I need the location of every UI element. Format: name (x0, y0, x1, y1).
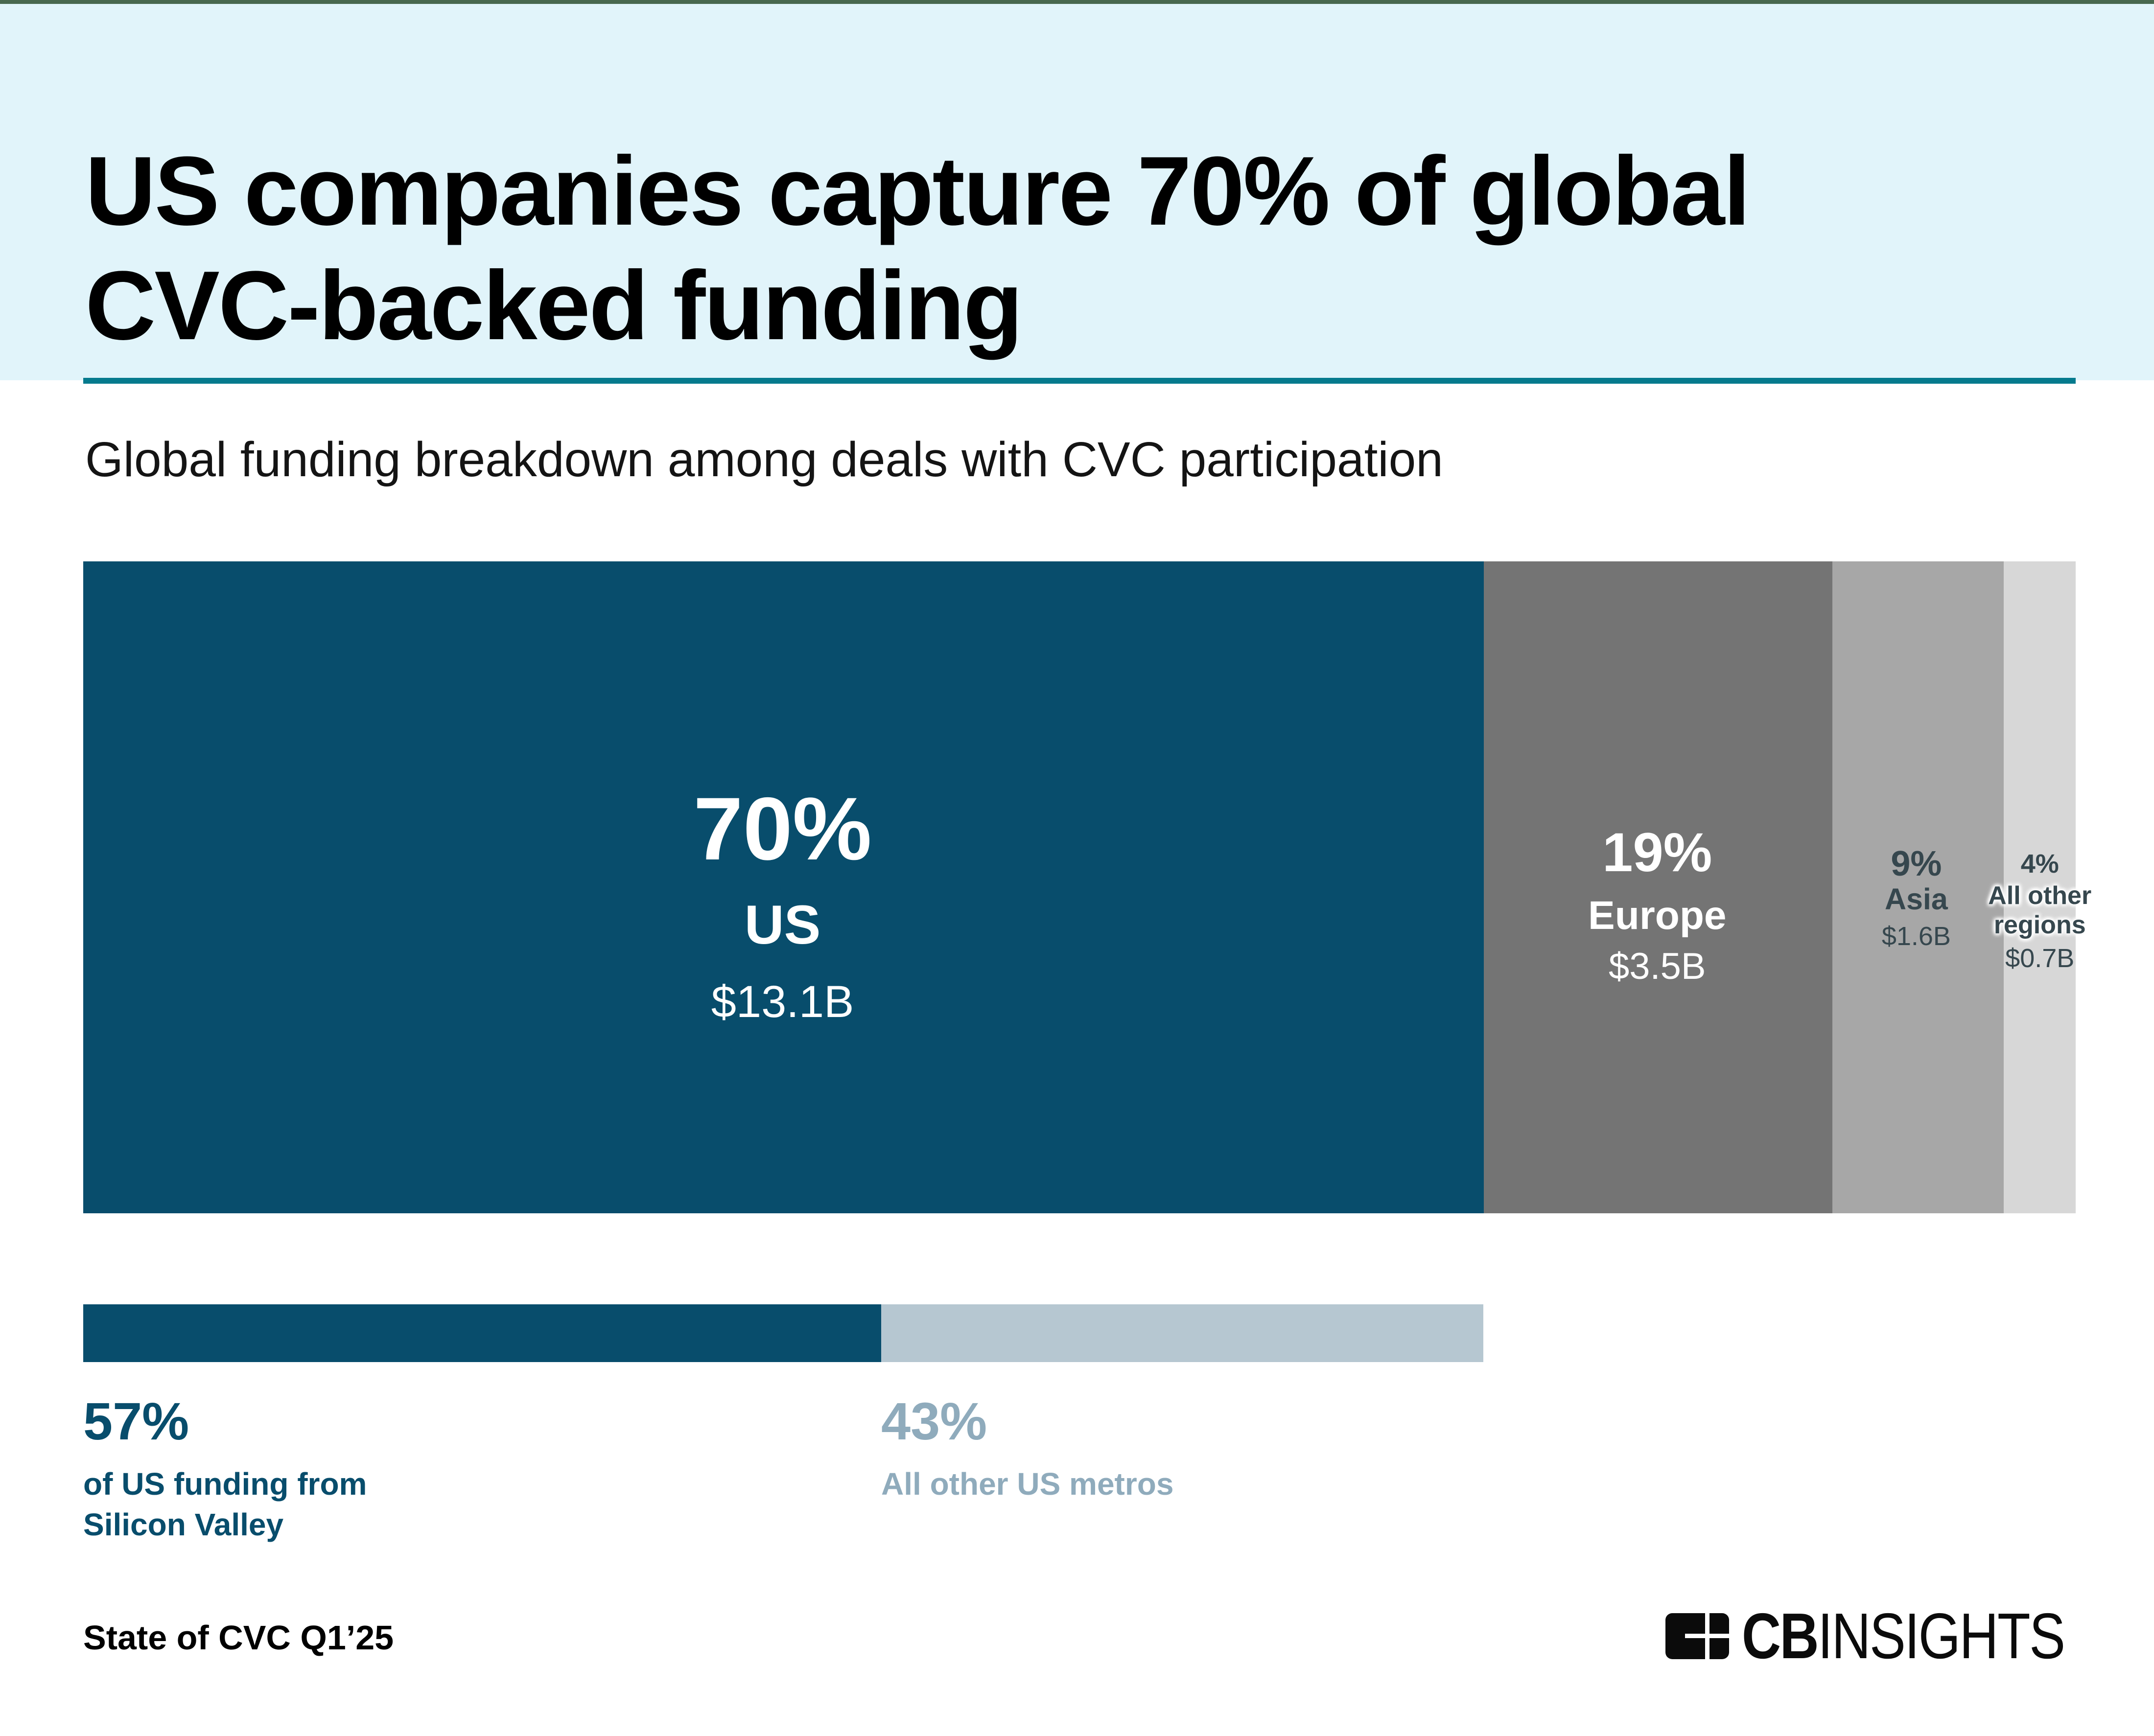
bar-segment-all-other-regions (2004, 561, 2076, 1213)
brand-bold-text: CB (1742, 1600, 1819, 1672)
label-stack-all-other-regions: 4% All other regions $0.7B (1964, 851, 2116, 972)
silicon-valley-percent: 57% (83, 1391, 189, 1451)
us-metro-split-bar (83, 1304, 1483, 1362)
other-regions-label: All other regions (1988, 881, 2092, 940)
europe-amount: $3.5B (1608, 946, 1706, 987)
other-regions-amount: $0.7B (2005, 943, 2075, 973)
silicon-valley-label-line-1: of US funding from (83, 1466, 367, 1502)
source-note: State of CVC Q1’25 (83, 1619, 394, 1657)
europe-percent: 19% (1602, 822, 1712, 883)
chart-subtitle: Global funding breakdown among deals wit… (85, 432, 1443, 487)
page-title-line-2: CVC-backed funding (85, 251, 1023, 360)
us-amount: $13.1B (711, 977, 854, 1027)
label-stack-asia: 9% Asia $1.6B (1882, 846, 1951, 949)
page-title: US companies capture 70% of global CVC-ba… (85, 134, 1751, 363)
bar-segment-us (83, 561, 1484, 1213)
asia-label: Asia (1884, 882, 1948, 916)
bar-segment-silicon-valley (83, 1304, 882, 1362)
header-banner (0, 4, 2154, 380)
other-metros-label: All other US metros (881, 1466, 1174, 1502)
us-percent: 70% (693, 779, 872, 879)
europe-label: Europe (1588, 893, 1727, 938)
bar-segment-asia (1832, 561, 2004, 1213)
top-edge-strip (0, 0, 2154, 4)
cbinsights-logo-icon (1665, 1613, 1729, 1659)
silicon-valley-label-line-2: Silicon Valley (83, 1507, 284, 1543)
silicon-valley-label: of US funding from Silicon Valley (83, 1464, 367, 1545)
label-stack-europe: 19% Europe $3.5B (1588, 825, 1726, 985)
asia-amount: $1.6B (1881, 922, 1951, 951)
label-stack-us: 70% US $13.1B (693, 784, 871, 1024)
bar-segment-other-us-metros (881, 1304, 1483, 1362)
other-regions-percent: 4% (2020, 849, 2059, 879)
header-divider-line (83, 378, 2076, 384)
region-funding-stacked-bar: 70% US $13.1B 19% Europe $3.5B 9% Asia $… (83, 561, 2091, 1213)
page-title-line-1: US companies capture 70% of global (85, 137, 1751, 246)
us-label: US (744, 894, 821, 955)
other-metros-percent: 43% (881, 1391, 987, 1451)
cbinsights-wordmark: CBINSIGHTS (1742, 1604, 2065, 1668)
logo-horizontal-stripe (1685, 1633, 1729, 1638)
bar-segment-europe (1484, 561, 1833, 1213)
brand-light-text: INSIGHTS (1818, 1600, 2065, 1672)
asia-percent: 9% (1891, 844, 1942, 883)
cbinsights-logo: CBINSIGHTS (1665, 1604, 2126, 1668)
